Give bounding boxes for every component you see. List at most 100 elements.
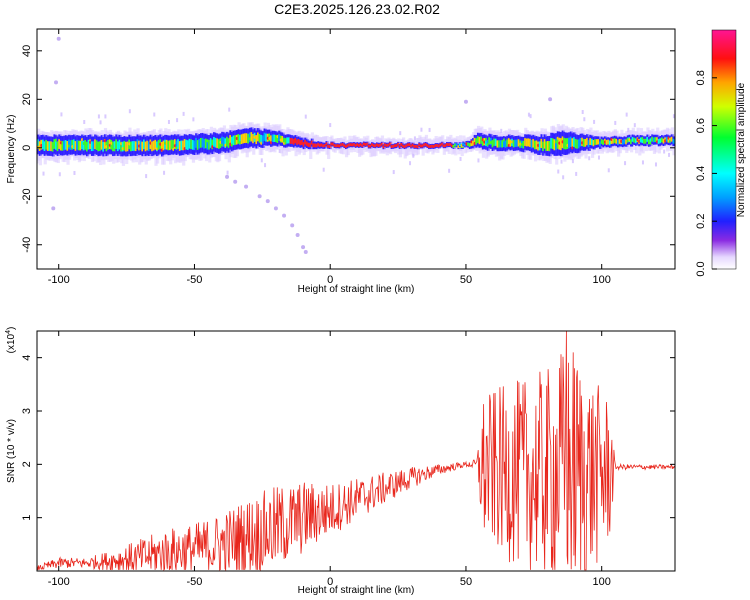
- spectrogram-speckle: [228, 107, 231, 112]
- spectrogram-cell: [488, 137, 492, 145]
- spectrogram-cell: [597, 139, 601, 145]
- spectrogram-cell: [323, 136, 328, 148]
- spectrogram-cell: [79, 140, 83, 151]
- spectrogram-cell: [643, 138, 647, 144]
- spectrogram-cell: [527, 138, 531, 147]
- spectrogram-cell: [242, 133, 246, 144]
- spectrogram-cell: [71, 139, 75, 150]
- spectrogram-cell: [538, 141, 543, 151]
- spectrogram-x-ticks: -100 -50 0 50 100: [48, 29, 611, 286]
- spectrogram-stray-point: [273, 206, 278, 211]
- spectrogram-cell: [76, 139, 80, 150]
- spectrogram-cell: [569, 136, 573, 147]
- spectrogram-cell: [411, 143, 415, 147]
- spectrogram-cell: [665, 136, 670, 142]
- spectrogram-cell: [415, 144, 419, 148]
- spectrogram-cell: [410, 144, 414, 148]
- spectrogram-cell: [359, 143, 363, 147]
- spectrogram-panel: -100 -50 0 50 100 40 20 0 -20 -40 Height of stra…: [6, 28, 676, 295]
- spectrogram-cell: [608, 140, 613, 146]
- spectrogram-cell: [457, 145, 461, 149]
- spectrogram-speckle: [583, 117, 586, 122]
- spectrogram-cell: [50, 141, 54, 152]
- spectrogram-speckle: [409, 161, 412, 166]
- spectrogram-x-axis-label: Height of straight line (km): [298, 284, 415, 295]
- spectrogram-cell: [651, 136, 655, 142]
- spectrogram-x-tick-label: 100: [593, 274, 611, 286]
- spectrogram-cell: [185, 139, 189, 150]
- spectrogram-cell: [193, 140, 197, 151]
- spectrogram-speckle: [278, 148, 281, 153]
- spectrogram-cell: [74, 141, 78, 151]
- spectrogram-speckle: [625, 112, 628, 117]
- spectrogram-cell: [169, 140, 173, 151]
- spectrogram-cell: [315, 143, 319, 148]
- spectrogram-cell: [250, 132, 254, 142]
- spectrogram-cell: [525, 138, 530, 147]
- spectrogram-cell: [354, 143, 358, 147]
- spectrogram-cell: [529, 138, 533, 147]
- spectrogram-cell: [498, 140, 502, 148]
- spectrogram-cell: [563, 137, 567, 150]
- spectrogram-cell: [213, 137, 217, 147]
- spectrogram-cell: [327, 144, 331, 148]
- spectrogram-speckle: [448, 168, 451, 173]
- snr-x-ticks: -100 -50 0 50 100: [48, 331, 611, 588]
- spectrogram-cell: [524, 138, 528, 146]
- spectrogram-image: [37, 36, 675, 255]
- spectrogram-cell: [90, 141, 95, 152]
- spectrogram-cell: [167, 140, 171, 151]
- spectrogram-cell: [309, 142, 313, 148]
- spectrogram-cell: [403, 141, 407, 159]
- spectrogram-cell: [55, 140, 59, 150]
- spectrogram-cell: [160, 141, 165, 152]
- spectrogram-cell: [89, 139, 93, 150]
- spectrogram-stray-point: [295, 233, 300, 238]
- spectrogram-cell: [51, 141, 55, 152]
- spectrogram-cell: [120, 141, 124, 152]
- spectrogram-cell: [501, 140, 505, 148]
- spectrogram-speckle: [571, 159, 574, 164]
- spectrogram-cell: [46, 141, 51, 151]
- spectrogram-cell: [441, 142, 445, 146]
- snr-series-line: [37, 331, 675, 571]
- spectrogram-speckle: [192, 117, 195, 122]
- spectrogram-cell: [100, 139, 104, 150]
- spectrogram-cell: [406, 143, 411, 147]
- spectrogram-cell: [586, 137, 590, 146]
- spectrogram-cell: [146, 140, 150, 151]
- spectrogram-y-tick-label: -40: [21, 237, 33, 253]
- spectrogram-speckle: [529, 114, 532, 119]
- spectrogram-cell: [305, 141, 310, 146]
- spectrogram-speckle: [412, 153, 415, 158]
- spectrogram-cell: [191, 140, 196, 150]
- spectrogram-cell: [634, 138, 639, 144]
- spectrogram-cell: [143, 139, 147, 150]
- spectrogram-cell: [237, 134, 241, 144]
- spectrogram-speckle: [562, 175, 565, 180]
- spectrogram-cell: [602, 140, 606, 146]
- spectrogram-speckle: [145, 174, 148, 179]
- spectrogram-cell: [56, 141, 60, 152]
- spectrogram-cell: [442, 144, 446, 148]
- spectrogram-cell: [157, 140, 161, 150]
- spectrogram-cell: [509, 139, 513, 147]
- spectrogram-cell: [341, 142, 345, 146]
- spectrogram-cell: [623, 138, 627, 144]
- snr-x-tick-label: -100: [48, 576, 70, 588]
- spectrogram-speckle: [477, 158, 480, 163]
- snr-x-tick-label: 50: [460, 576, 472, 588]
- spectrogram-cell: [203, 138, 207, 149]
- spectrogram-cell: [504, 140, 508, 148]
- spectrogram-cell: [188, 138, 192, 149]
- spectrogram-cell: [491, 140, 495, 148]
- spectrogram-y-tick-label: 40: [21, 45, 33, 57]
- snr-y-tick-label: 2: [21, 461, 33, 467]
- spectrogram-speckle: [97, 114, 100, 119]
- spectrogram-cell: [408, 143, 412, 147]
- spectrogram-cell: [196, 140, 200, 150]
- spectrogram-cell: [170, 139, 174, 150]
- spectrogram-cell: [354, 137, 358, 148]
- spectrogram-speckle: [60, 112, 63, 117]
- spectrogram-cell: [667, 137, 671, 143]
